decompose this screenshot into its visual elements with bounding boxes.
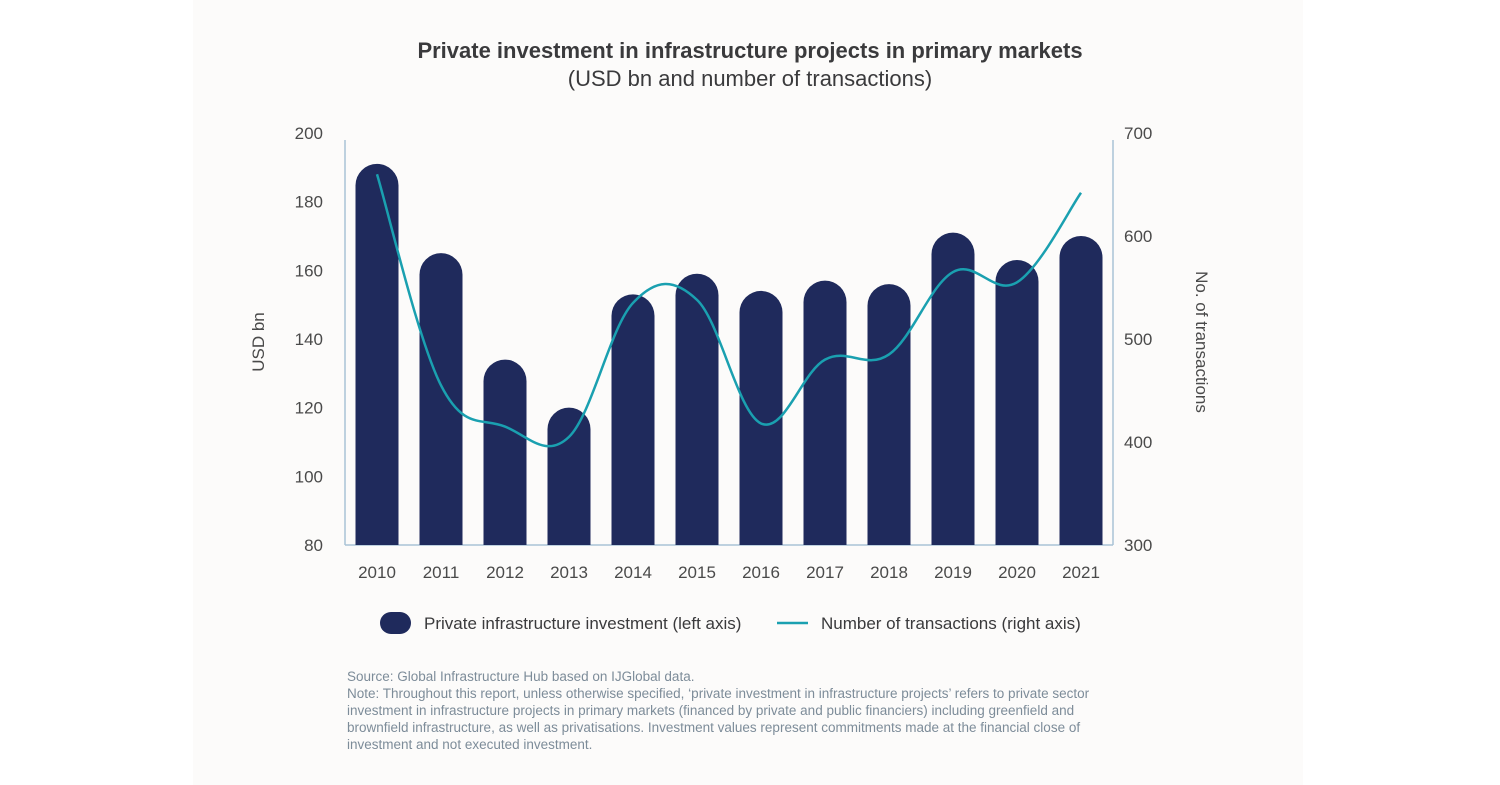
bar [867,284,911,545]
left-tick-label: 80 [304,536,323,555]
left-axis-label: USD bn [249,312,268,372]
left-tick-label: 100 [295,467,323,486]
note-line: investment and not executed investment. [347,737,593,752]
bar [1059,235,1103,545]
legend-line-label: Number of transactions (right axis) [821,614,1081,633]
bar [483,359,527,545]
note-line: brownfield infrastructure, as well as pr… [347,720,1081,735]
left-tick-label: 160 [295,261,323,280]
bar [611,294,655,545]
note-line: Note: Throughout this report, unless oth… [347,686,1090,701]
left-tick-label: 120 [295,399,323,418]
bar [355,163,399,545]
left-tick-label: 200 [295,124,323,143]
bar [739,290,783,545]
legend-bar-swatch [380,612,411,634]
bars [355,163,1103,545]
x-tick-label: 2019 [934,563,972,582]
axes [344,140,1114,546]
x-tick-label: 2020 [998,563,1036,582]
x-tick-label: 2013 [550,563,588,582]
left-tick-label: 180 [295,193,323,212]
right-tick-label: 700 [1124,124,1152,143]
source-text: Source: Global Infrastructure Hub based … [347,669,695,684]
right-tick-label: 500 [1124,330,1152,349]
x-tick-labels: 2010 2011 2012 2013 2014 2015 2016 2017 2018 2019… [358,563,1100,582]
left-tick-labels: 200 180 160 140 120 100 80 [295,124,323,555]
right-tick-label: 600 [1124,227,1152,246]
x-tick-label: 2011 [423,563,460,582]
x-tick-label: 2015 [678,563,716,582]
right-tick-label: 400 [1124,433,1152,452]
legend-bar-label: Private infrastructure investment (left … [424,614,741,633]
x-tick-label: 2017 [806,563,844,582]
chart-title: Private investment in infrastructure pro… [417,38,1083,63]
source-notes: Source: Global Infrastructure Hub based … [347,668,1107,753]
bar [547,407,591,545]
bar [995,260,1039,545]
x-tick-label: 2018 [870,563,908,582]
chart-subtitle: (USD bn and number of transactions) [567,66,933,91]
x-tick-label: 2010 [358,563,396,582]
x-tick-label: 2012 [486,563,524,582]
bar [675,273,719,545]
bar [419,253,463,545]
left-tick-label: 140 [295,330,323,349]
x-tick-label: 2021 [1062,563,1100,582]
right-tick-labels: 700 600 500 400 300 [1124,124,1152,555]
note-line: investment in infrastructure projects in… [347,703,1075,718]
transactions-line [375,173,1083,448]
right-tick-label: 300 [1124,536,1152,555]
right-axis-label: No. of transactions [1192,271,1211,413]
bar [803,280,847,545]
x-tick-label: 2016 [742,563,780,582]
x-tick-label: 2014 [614,563,652,582]
legend: Private infrastructure investment (left … [380,612,1081,634]
bar [931,232,975,545]
